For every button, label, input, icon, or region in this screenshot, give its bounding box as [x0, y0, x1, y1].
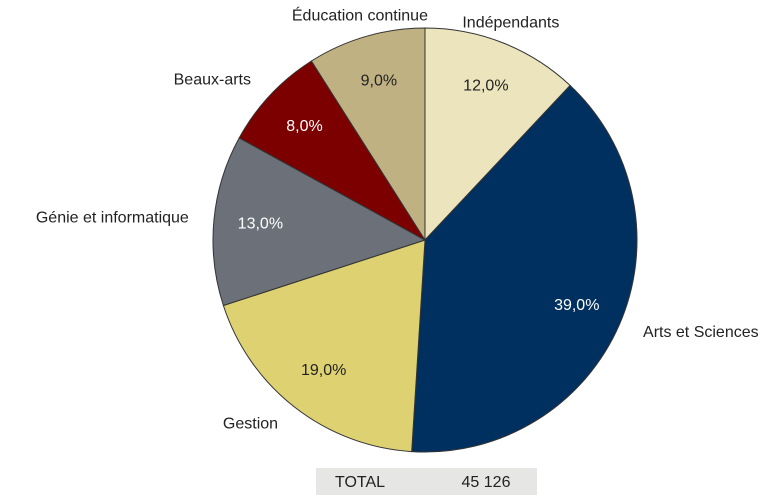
- pie-slice: [212, 137, 427, 307]
- slice-value-label: 8,0%: [286, 118, 322, 135]
- total-label: TOTAL: [335, 474, 385, 491]
- total-value: 45 126: [462, 474, 511, 491]
- pie-slice: [238, 60, 426, 241]
- slice-category-label: Indépendants: [462, 14, 559, 31]
- slice-category-label: Éducation continue: [292, 5, 428, 24]
- slice-value-label: 39,0%: [554, 297, 599, 314]
- pie-slice: [411, 84, 638, 453]
- slice-category-label: Arts et Sciences: [643, 324, 759, 341]
- slice-category-label: Génie et informatique: [36, 209, 189, 226]
- slice-value-label: 19,0%: [301, 362, 346, 379]
- total-box: [316, 468, 537, 495]
- slice-category-label: Gestion: [223, 415, 278, 432]
- slice-value-label: 9,0%: [361, 72, 397, 89]
- pie-slice: [222, 239, 426, 453]
- pie-slice: [424, 27, 571, 242]
- pie-slice: [310, 27, 426, 242]
- slice-category-label: Beaux-arts: [174, 72, 251, 89]
- slice-value-label: 12,0%: [463, 77, 508, 94]
- slice-value-label: 13,0%: [238, 216, 283, 233]
